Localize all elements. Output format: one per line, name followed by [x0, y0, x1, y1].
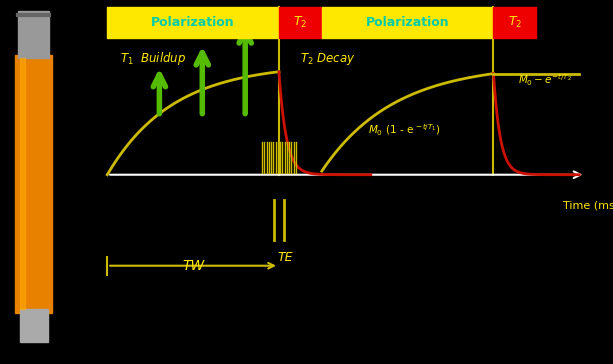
Bar — [20, 309, 48, 342]
Text: $T_2$ Decay: $T_2$ Decay — [300, 51, 356, 67]
Bar — [279, 7, 322, 38]
Text: $T_2$: $T_2$ — [508, 15, 522, 30]
Text: $T_2$: $T_2$ — [293, 15, 308, 30]
Text: Time (ms): Time (ms) — [563, 200, 613, 210]
Text: Polarization: Polarization — [366, 16, 449, 29]
Text: $M_0 - e^{-t/T_2}$: $M_0 - e^{-t/T_2}$ — [518, 72, 572, 87]
Bar — [20, 58, 25, 309]
Bar — [15, 55, 52, 313]
Bar — [322, 7, 493, 38]
Bar — [18, 11, 49, 58]
Text: $M_0$ (1 - e $^{-t/T_1}$): $M_0$ (1 - e $^{-t/T_1}$) — [368, 123, 440, 138]
Text: TE: TE — [277, 251, 293, 264]
Text: Polarization: Polarization — [151, 16, 235, 29]
Bar — [493, 7, 536, 38]
Text: TW: TW — [182, 259, 204, 273]
Bar — [107, 7, 279, 38]
Text: $T_1$  Buildup: $T_1$ Buildup — [120, 50, 186, 67]
